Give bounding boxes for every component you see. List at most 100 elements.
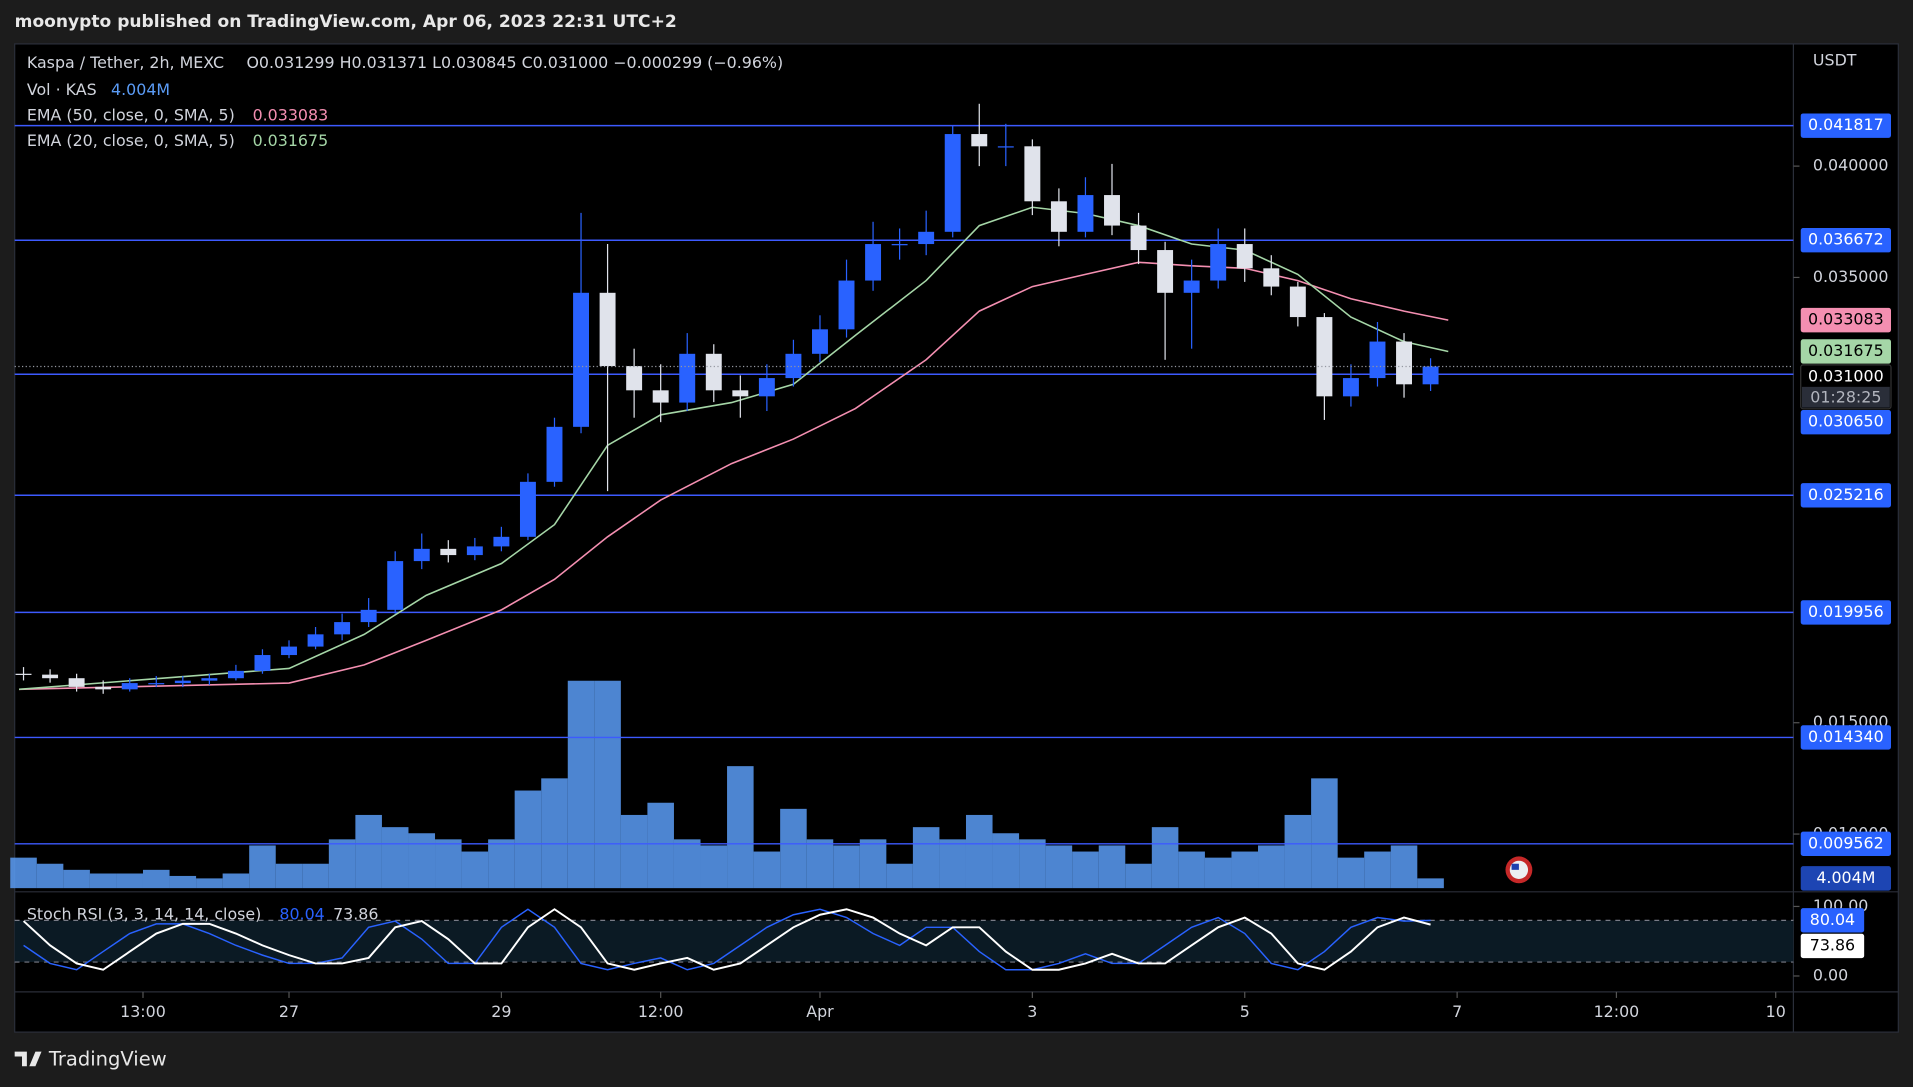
level-label-box (1800, 725, 1892, 750)
level-label: 0.014340 (1808, 727, 1884, 746)
candle-body (838, 280, 855, 330)
stoch-label: 80.04 (1810, 910, 1855, 929)
volume-bar (806, 839, 834, 889)
countdown: 01:28:25 (1810, 387, 1881, 406)
candle-body (626, 366, 643, 391)
level-label: 0.009562 (1808, 833, 1884, 852)
candle-body (971, 134, 988, 147)
volume-bar (1390, 845, 1418, 889)
level-label-box (1800, 831, 1892, 857)
volume-bar (63, 869, 90, 889)
candle-body (1130, 225, 1147, 251)
candle-body (334, 622, 351, 635)
volume-legend: Vol · KAS (27, 80, 97, 99)
candle-body (1024, 146, 1041, 202)
ema-label-box (1800, 307, 1892, 333)
candle-body (785, 353, 802, 379)
volume-bar (1258, 845, 1285, 889)
ema20-legend: EMA (20, close, 0, SMA, 5) (27, 131, 235, 150)
ohlc-text: O0.031299 H0.031371 L0.030845 C0.031000 … (246, 53, 783, 72)
volume-bar (1019, 839, 1046, 889)
candle-body (732, 390, 749, 397)
volume-bar (116, 873, 143, 889)
volume-bar (1125, 863, 1152, 889)
volume-bar (488, 839, 515, 889)
candle-body (174, 680, 191, 684)
countdown-box (1801, 386, 1890, 408)
volume-bar (620, 814, 648, 889)
stoch-band (14, 920, 1794, 963)
volume-bar (89, 873, 117, 889)
y-tick-label: 0.035000 (1813, 267, 1889, 286)
x-tick-label: 5 (1240, 1002, 1250, 1021)
ema50-legend: EMA (50, close, 0, SMA, 5) (27, 105, 235, 124)
volume-bar (275, 863, 303, 889)
level-label-box (1800, 410, 1892, 435)
candle-body (1050, 201, 1067, 232)
candle-body (466, 546, 483, 556)
ema-label: 0.031675 (1808, 341, 1884, 360)
stoch-label-box (1800, 933, 1865, 959)
x-tick-label: 29 (491, 1002, 511, 1021)
level-label-box (1800, 228, 1892, 253)
ema-label-box (1800, 339, 1892, 364)
level-label: 0.036672 (1808, 230, 1884, 249)
candle-body (1422, 366, 1439, 385)
volume-bar (1364, 851, 1391, 889)
candle-body (758, 378, 775, 397)
volume-bar (647, 802, 674, 889)
stoch-label-box (1800, 908, 1865, 933)
candle-body (705, 353, 722, 391)
volume-bar (1337, 857, 1365, 889)
symbol-title: Kaspa / Tether, 2h, MEXC (27, 53, 224, 72)
volume-bar (1098, 845, 1126, 889)
candle-body (387, 561, 404, 610)
candle-body (281, 646, 297, 656)
candle-body (1263, 268, 1280, 287)
volume-bar (965, 814, 993, 889)
candle-body (493, 536, 510, 547)
candle-body (201, 678, 218, 681)
volume-bar (780, 808, 807, 889)
x-tick-label: 12:00 (1594, 1002, 1640, 1021)
candle-body (546, 426, 563, 482)
x-tick-label: Apr (806, 1002, 834, 1021)
volume-bar (833, 845, 860, 889)
candle-body (679, 353, 696, 403)
volume-bar (169, 875, 197, 889)
candle-body (440, 548, 457, 556)
volume-bar (461, 851, 489, 889)
candle-body (865, 244, 882, 281)
flag-icon (1505, 856, 1533, 884)
candle-body (1183, 280, 1200, 293)
volume-bar (302, 863, 329, 889)
x-tick-label: 12:00 (638, 1002, 684, 1021)
volume-bar (222, 873, 250, 889)
stoch-label: 73.86 (1810, 935, 1855, 954)
volume-bar (753, 851, 781, 889)
volume-bar (514, 790, 542, 889)
volume-bar (1178, 851, 1205, 889)
plot: 0.0400000.0350000.0150000.01000013:00272… (10, 103, 1892, 1021)
x-tick-label: 3 (1027, 1002, 1037, 1021)
level-label: 0.025216 (1808, 485, 1884, 504)
volume-bar (142, 869, 170, 889)
publisher: moonypto published on TradingView.com, A… (15, 12, 677, 32)
x-tick-label: 10 (1766, 1002, 1786, 1021)
candle-body (812, 329, 828, 354)
ema-label: 0.033083 (1808, 310, 1884, 329)
candle-body (1104, 195, 1120, 226)
stoch-line (22, 908, 1431, 971)
candle-body (891, 244, 908, 246)
volume-bar (1284, 814, 1312, 889)
volume-bar (859, 839, 887, 889)
x-tick-label: 7 (1452, 1002, 1462, 1021)
volume-bar (992, 833, 1020, 889)
volume-bar (1204, 857, 1232, 889)
candle-body (1396, 341, 1412, 385)
candle-body (1316, 317, 1333, 397)
stoch-tick-label: 0.00 (1813, 965, 1848, 984)
brand: TradingView (48, 1048, 167, 1071)
level-label-box (1800, 113, 1892, 138)
